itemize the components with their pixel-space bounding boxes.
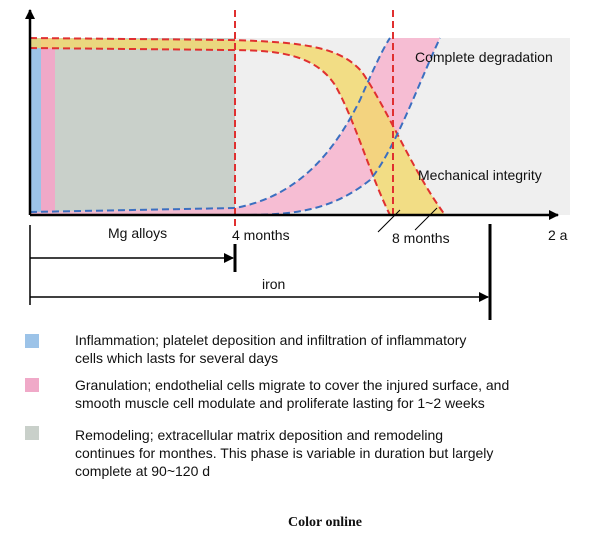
axis-label: 8 months bbox=[392, 230, 450, 246]
axis-label: 4 months bbox=[232, 227, 290, 243]
span-label: Mg alloys bbox=[108, 225, 167, 241]
axis-label: 2 a bbox=[548, 227, 568, 243]
legend-swatch bbox=[25, 426, 39, 440]
legend-text: Granulation; endothelial cells migrate t… bbox=[75, 377, 509, 393]
legend-text: Remodeling; extracellular matrix deposit… bbox=[75, 427, 443, 443]
curve-label: Complete degradation bbox=[415, 49, 553, 65]
legend-swatch bbox=[25, 334, 39, 348]
legend-text: smooth muscle cell modulate and prolifer… bbox=[75, 395, 485, 411]
legend-text: continues for monthes. This phase is var… bbox=[75, 445, 493, 461]
inflammation-phase bbox=[30, 38, 41, 215]
legend-swatch bbox=[25, 378, 39, 392]
legend-text: Inflammation; platelet deposition and in… bbox=[75, 332, 466, 348]
footer: Color online bbox=[288, 515, 362, 530]
granulation-phase bbox=[41, 38, 55, 215]
remodeling-phase bbox=[55, 38, 235, 215]
pointer bbox=[414, 207, 438, 231]
legend-text: complete at 90~120 d bbox=[75, 463, 210, 479]
curve-label: Mechanical integrity bbox=[418, 167, 542, 183]
integrity-band bbox=[30, 38, 445, 215]
pointer bbox=[377, 209, 401, 233]
degradation-band bbox=[30, 38, 440, 215]
span-label: iron bbox=[262, 276, 285, 292]
legend-text: cells which lasts for several days bbox=[75, 350, 278, 366]
